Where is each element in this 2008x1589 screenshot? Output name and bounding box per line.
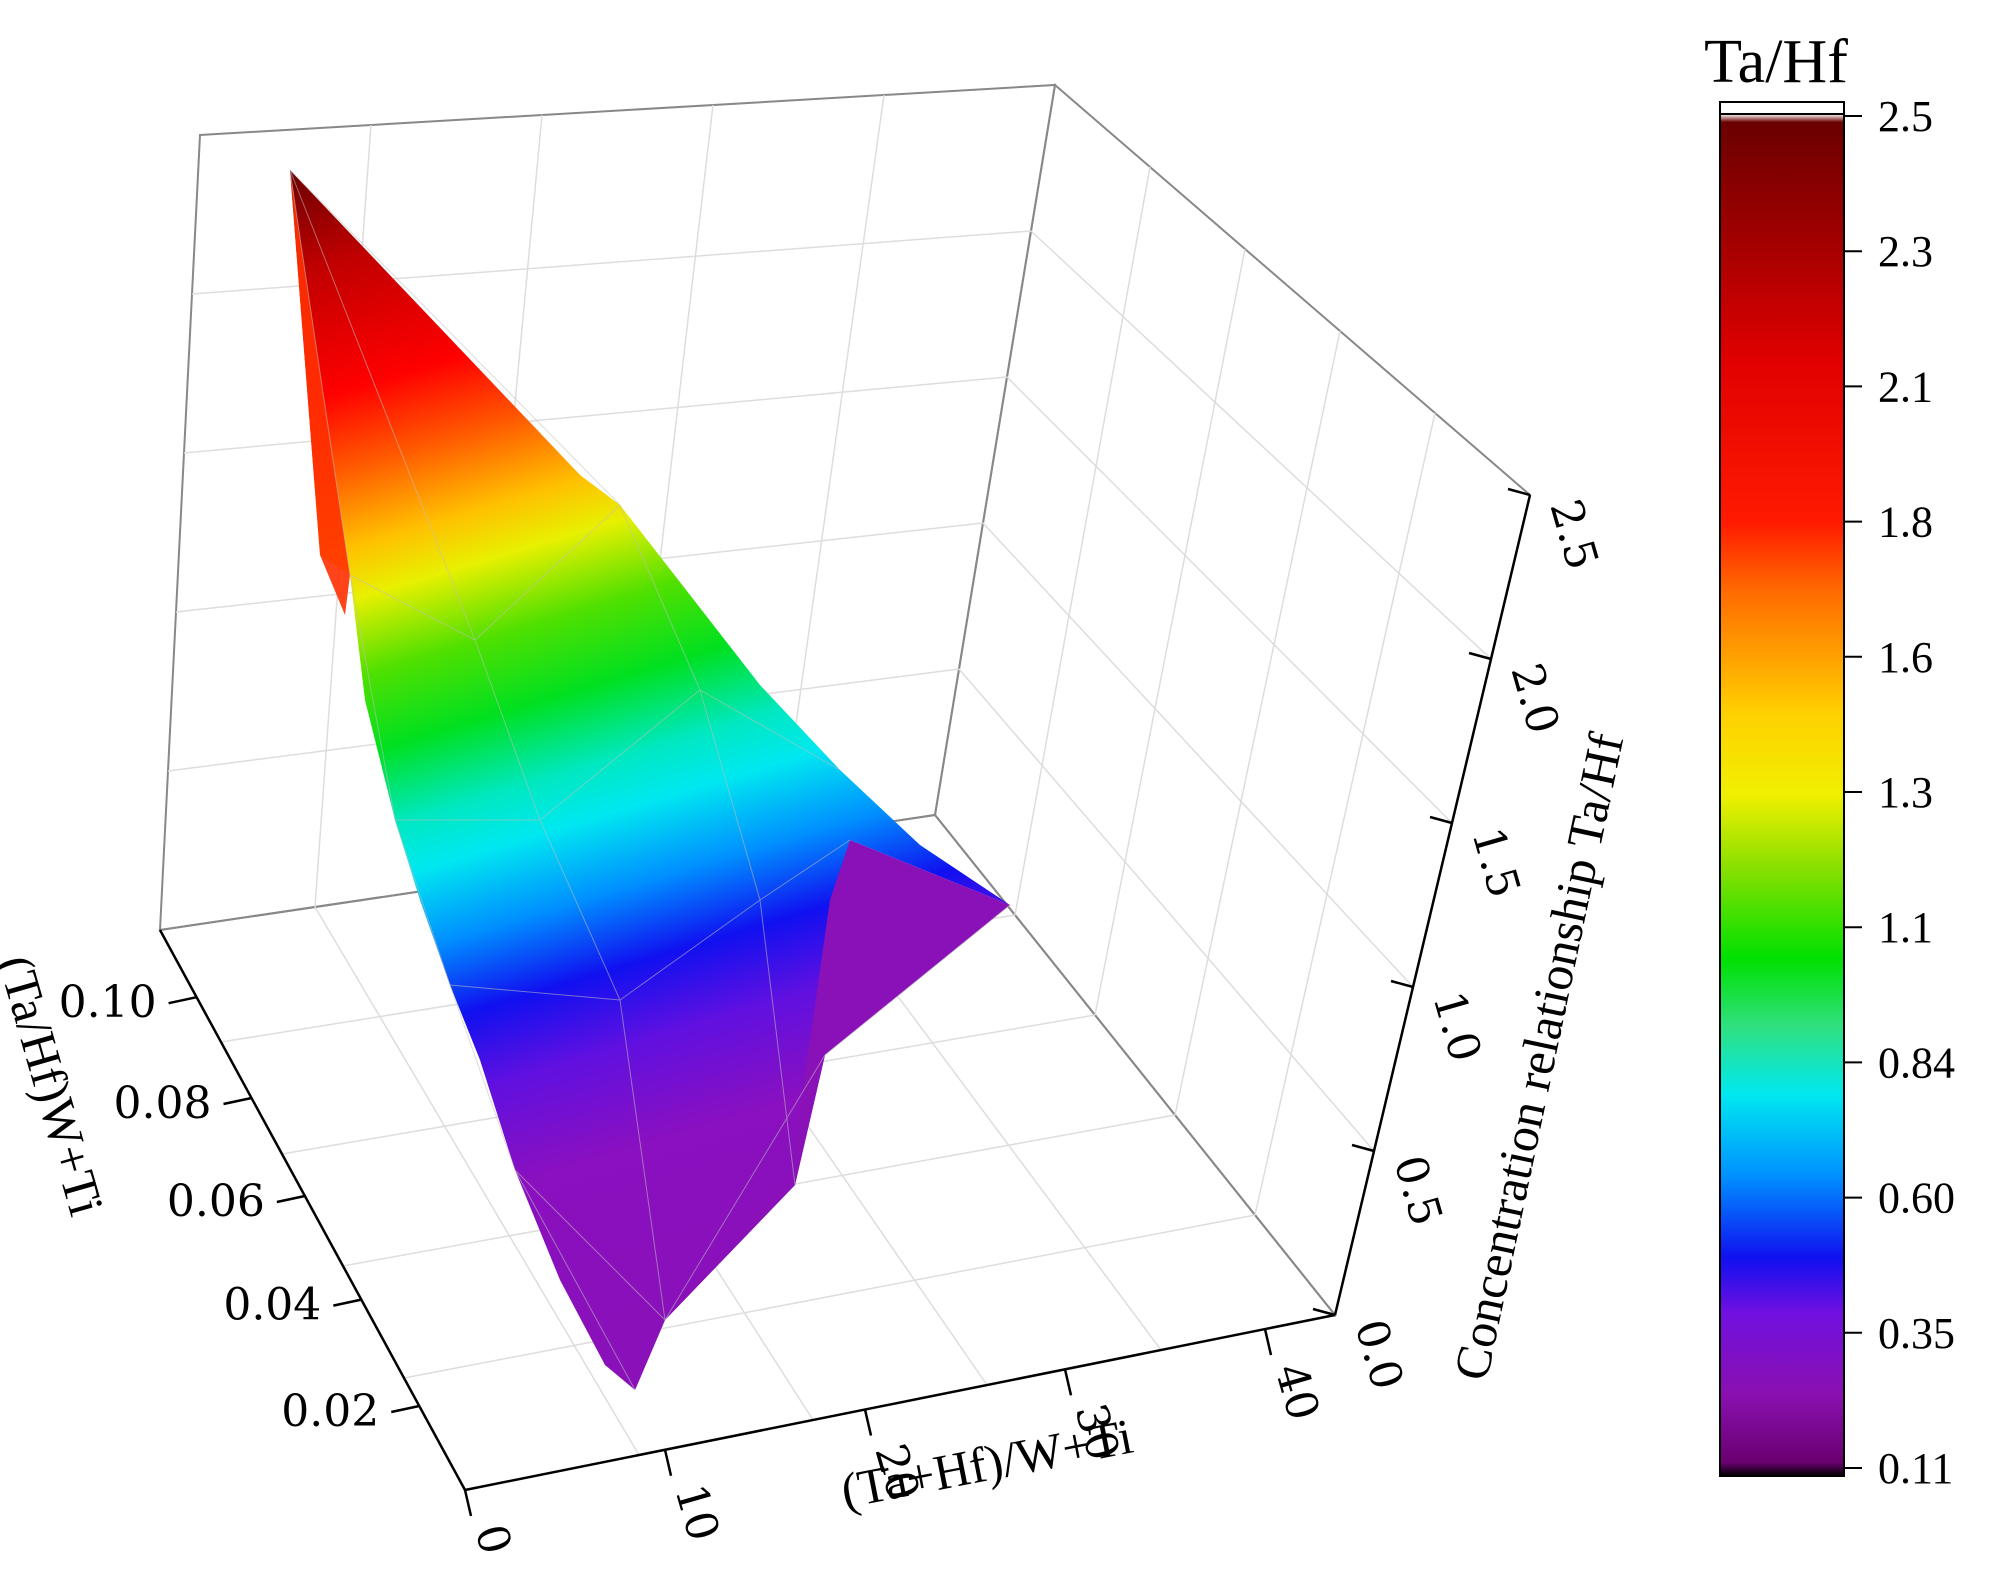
z-tick-mark	[1507, 487, 1531, 497]
y-axis-ticks: 0.02 0.04 0.06 0.08 0.10	[59, 977, 420, 1437]
y-tick-label: 0.10	[59, 977, 157, 1028]
rightwall-grid-v	[1014, 166, 1151, 916]
y-tick-mark	[223, 1096, 252, 1106]
z-tick-label: 2.0	[1500, 658, 1568, 739]
z-tick-mark	[1429, 815, 1453, 825]
rightwall-grid-h	[958, 668, 1375, 1152]
z-tick-label: 0.0	[1344, 1314, 1412, 1395]
x-tick-mark	[863, 1409, 873, 1436]
surface-plot	[289, 169, 1011, 1391]
rightwall-grid-v	[1254, 412, 1436, 1216]
colorbar-gradient	[1719, 113, 1845, 1477]
z-tick-mark	[1351, 1143, 1375, 1153]
surface-mesh	[289, 169, 1011, 1391]
y-tick-label: 0.02	[281, 1386, 379, 1437]
z-tick-label: 0.5	[1383, 1150, 1451, 1231]
backwall-grid-v	[779, 94, 885, 839]
colorbar-tick-label: 0.84	[1878, 1038, 1955, 1087]
rightwall-grid-v	[1174, 330, 1341, 1116]
surface-main	[290, 170, 1010, 1390]
colorbar-tick-label: 0.11	[1878, 1444, 1953, 1493]
x-axis-line	[464, 1313, 1336, 1492]
colorbar-tick-label: 2.1	[1878, 362, 1933, 411]
y-axis-line	[158, 929, 467, 1491]
colorbar-tick-label: 1.3	[1878, 768, 1933, 817]
floor-grid-y	[403, 1214, 1256, 1379]
x-tick-mark	[663, 1449, 673, 1477]
floor-grid-x	[314, 906, 640, 1456]
colorbar-labels: 2.5 2.3 2.1 1.8 1.6 1.3 1.1 0.84 0.60 0.35 0.11	[1844, 92, 1955, 1493]
z-tick-label: 1.0	[1422, 986, 1490, 1067]
y-tick-label: 0.06	[167, 1176, 265, 1227]
y-tick-mark	[168, 995, 197, 1005]
y-tick-mark	[390, 1404, 420, 1414]
x-axis-title: (Ta+Hf)/W+Ti	[836, 1408, 1137, 1519]
rightwall-grid-h	[982, 522, 1414, 988]
y-tick-label: 0.04	[223, 1280, 321, 1331]
colorbar-tick-label: 1.1	[1878, 903, 1933, 952]
rightwall-grid-v	[1094, 248, 1246, 1016]
x-tick-label: 40	[1264, 1358, 1328, 1426]
x-tick-mark	[1063, 1369, 1073, 1396]
z-tick-label: 2.5	[1539, 494, 1607, 575]
rightwall-grid-h	[1030, 230, 1492, 660]
colorbar-tick-label: 2.5	[1878, 92, 1933, 141]
surface-purple-end	[635, 840, 1010, 1390]
colorbar-tick-label: 0.60	[1878, 1174, 1955, 1223]
surface-left-edge	[290, 170, 350, 615]
colorbar: Ta/Hf 2.5 2.3 2.1 1.8 1.6 1.3 1.1 0.84 0.60 0.35 0…	[1704, 28, 1955, 1493]
x-tick-label: 0	[464, 1519, 521, 1560]
z-tick-label: 1.5	[1461, 822, 1529, 903]
y-tick-label: 0.08	[114, 1078, 212, 1129]
x-tick-label: 10	[664, 1479, 728, 1547]
z-axis-line	[1333, 494, 1532, 1316]
z-tick-mark	[1390, 979, 1414, 989]
right-wall	[933, 83, 1532, 1318]
colorbar-tick-label: 0.35	[1878, 1309, 1955, 1358]
colorbar-title: Ta/Hf	[1704, 28, 1848, 96]
z-tick-mark	[1468, 651, 1492, 661]
colorbar-top-box	[1719, 101, 1845, 115]
y-tick-mark	[276, 1194, 306, 1204]
colorbar-tick-label: 1.6	[1878, 633, 1933, 682]
x-tick-mark	[1263, 1328, 1273, 1356]
z-tick-mark	[1312, 1307, 1336, 1317]
colorbar-tick-label: 2.3	[1878, 227, 1933, 276]
colorbar-tick-label: 1.8	[1878, 498, 1933, 547]
x-tick-mark	[463, 1489, 473, 1517]
y-tick-mark	[333, 1298, 362, 1307]
rightwall-grid-h	[1006, 376, 1453, 824]
axes	[158, 494, 1532, 1492]
